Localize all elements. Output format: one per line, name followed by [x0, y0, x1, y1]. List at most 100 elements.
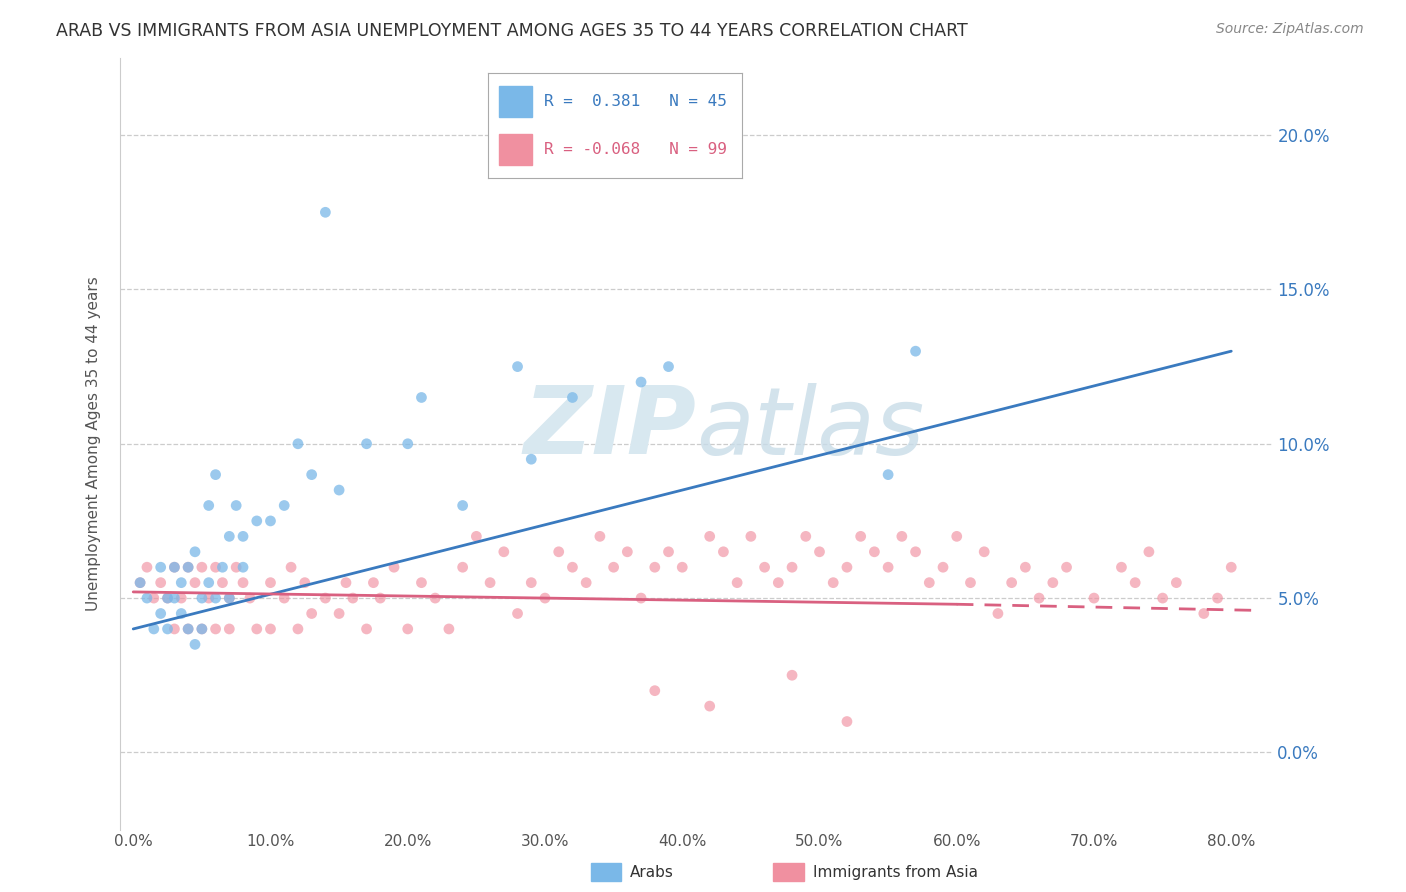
Point [411, 575, 433, 590]
Point [932, 560, 955, 574]
Point [170, 575, 193, 590]
Point [149, 575, 172, 590]
Text: ZIP: ZIP [523, 383, 696, 475]
Point [425, 591, 447, 605]
Point [561, 560, 583, 574]
Point [1137, 545, 1160, 559]
Point [1166, 575, 1188, 590]
Point [465, 529, 488, 543]
Point [849, 529, 872, 543]
Point [218, 591, 240, 605]
Point [547, 545, 569, 559]
Point [136, 560, 159, 574]
Point [204, 591, 226, 605]
Point [218, 529, 240, 543]
Point [129, 575, 152, 590]
Point [890, 529, 912, 543]
Point [506, 359, 529, 374]
Point [945, 529, 967, 543]
Point [1001, 575, 1024, 590]
Point [177, 560, 200, 574]
Point [129, 575, 152, 590]
Text: Immigrants from Asia: Immigrants from Asia [813, 865, 977, 880]
Point [149, 607, 172, 621]
Text: atlas: atlas [696, 383, 924, 474]
Point [589, 529, 612, 543]
Point [959, 575, 981, 590]
Point [177, 622, 200, 636]
Y-axis label: Unemployment Among Ages 35 to 44 years: Unemployment Among Ages 35 to 44 years [86, 277, 101, 611]
Point [184, 575, 207, 590]
Point [232, 529, 254, 543]
Point [863, 545, 886, 559]
Point [1056, 560, 1078, 574]
Point [191, 622, 214, 636]
Point [479, 575, 502, 590]
Point [149, 560, 172, 574]
Point [534, 591, 557, 605]
Point [520, 575, 543, 590]
Point [197, 575, 219, 590]
Point [396, 436, 419, 450]
Point [808, 545, 831, 559]
Point [280, 560, 302, 574]
Point [1042, 575, 1064, 590]
Point [356, 622, 378, 636]
Point [218, 591, 240, 605]
Point [328, 607, 350, 621]
Point [451, 499, 474, 513]
Point [273, 499, 295, 513]
Point [835, 560, 858, 574]
Point [225, 499, 247, 513]
Point [1152, 591, 1174, 605]
Point [382, 560, 405, 574]
Point [170, 591, 193, 605]
Point [1083, 591, 1105, 605]
Point [561, 391, 583, 405]
Text: Source: ZipAtlas.com: Source: ZipAtlas.com [1216, 22, 1364, 37]
Point [411, 391, 433, 405]
Point [301, 607, 323, 621]
Point [163, 591, 186, 605]
Point [225, 560, 247, 574]
Point [197, 499, 219, 513]
Point [136, 591, 159, 605]
Point [239, 591, 262, 605]
Point [177, 560, 200, 574]
Point [768, 575, 790, 590]
Point [204, 560, 226, 574]
Point [1028, 591, 1050, 605]
Point [246, 514, 269, 528]
Point [780, 560, 803, 574]
Point [184, 545, 207, 559]
Point [142, 591, 165, 605]
Point [671, 560, 693, 574]
Point [184, 637, 207, 651]
Point [197, 591, 219, 605]
Point [342, 591, 364, 605]
Point [602, 560, 624, 574]
Point [1014, 560, 1036, 574]
Point [273, 591, 295, 605]
Point [725, 575, 748, 590]
Point [904, 344, 927, 359]
Point [314, 591, 336, 605]
Point [877, 467, 900, 482]
Point [1123, 575, 1146, 590]
Point [1111, 560, 1133, 574]
Point [794, 529, 817, 543]
Point [191, 591, 214, 605]
Point [1220, 560, 1243, 574]
Point [156, 591, 179, 605]
Point [644, 560, 666, 574]
Point [437, 622, 460, 636]
Point [177, 622, 200, 636]
Point [644, 683, 666, 698]
Point [163, 560, 186, 574]
Point [301, 467, 323, 482]
Point [156, 622, 179, 636]
Point [520, 452, 543, 467]
Point [163, 560, 186, 574]
Point [451, 560, 474, 574]
Point [713, 545, 735, 559]
